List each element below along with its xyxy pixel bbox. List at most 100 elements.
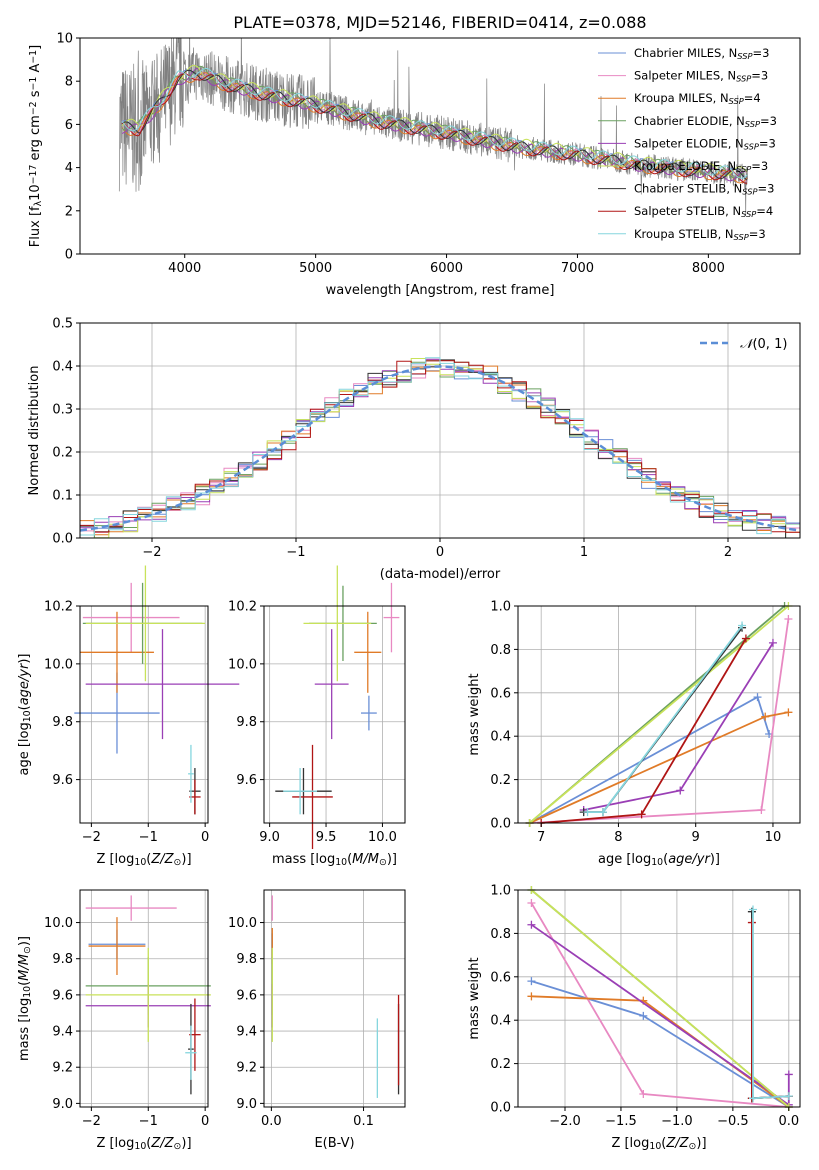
legend-entry-part: =3: [760, 114, 777, 128]
mass-vs-Z-y-label-part: M/M: [17, 954, 32, 981]
spectrum-x-label: wavelength [Angstrom, rest frame]: [326, 283, 555, 298]
legend-entry: Kroupa STELIB, NSSP=3: [634, 227, 766, 242]
mass-weight-vs-Z-x-label: Z [log10(Z/Z⊙)]: [611, 1136, 706, 1152]
mass-vs-Z-y-label-part: 10: [22, 986, 33, 998]
age-vs-Z-y-label-part: )]: [17, 653, 32, 663]
plus-marker: [639, 1089, 648, 1098]
x-tick-label: 7000: [561, 261, 594, 276]
legend-normal-label-part: (0, 1): [752, 337, 787, 352]
age-vs-mass-points: [275, 565, 400, 850]
legend-entry-part: SSP: [734, 231, 749, 241]
age-vs-mass-x-label-part: M/M: [352, 852, 379, 867]
x-tick-label: 9.5: [316, 830, 337, 845]
x-tick-label: 10.0: [368, 830, 397, 845]
mass-vs-Z-y-label: mass [log10(M/M⊙)]: [17, 936, 33, 1061]
figure-title: PLATE=0378, MJD=52146, FIBERID=0414, z=0…: [233, 13, 646, 32]
legend-entry: Chabrier STELIB, NSSP=3: [634, 182, 774, 197]
legend-entry: Chabrier ELODIE, NSSP=3: [634, 114, 777, 129]
x-tick-label: −1: [139, 1114, 158, 1129]
mass-vs-Z-x-label-part: Z/Z: [150, 1136, 174, 1151]
x-tick-label: −2: [142, 545, 161, 560]
legend-entry-part: SSP: [737, 51, 752, 61]
legend-entry-part: =3: [751, 159, 768, 173]
mass-weight-vs-Z-y-label: mass weight: [467, 957, 482, 1039]
plus-marker: [637, 810, 646, 819]
y-tick-label: 10.0: [44, 657, 73, 672]
mass-vs-ebv-points: [271, 895, 400, 1098]
y-tick-label: 9.6: [52, 988, 73, 1003]
age-vs-Z-x-label-part: 10: [134, 857, 146, 868]
model-spectrum-line: [121, 69, 748, 181]
plus-marker: [527, 899, 536, 908]
y-tick-label: 9.2: [52, 1061, 73, 1076]
mass-weight-vs-age-x-label-part: )]: [710, 852, 720, 867]
age-vs-Z-x-label-part: ⊙: [174, 857, 182, 868]
plus-marker: [761, 712, 770, 721]
legend-entry-part: =3: [752, 46, 769, 60]
mass-vs-Z-y-label-part: (: [17, 981, 32, 986]
age-vs-Z-frame: [79, 605, 209, 824]
plus-marker: [757, 805, 766, 814]
spectrum-y-label-part: Flux [f: [28, 206, 43, 247]
spectrum-y-label-part: −17: [28, 165, 39, 185]
model-spectrum-line: [121, 67, 748, 182]
spectrum-plot-area: [118, 38, 748, 216]
x-tick-label: −2.0: [549, 1114, 581, 1129]
legend-entry-part: Kroupa MILES, N: [634, 91, 729, 105]
mass-weight-vs-age-x-label-part: age [log: [598, 852, 651, 867]
y-tick-label: 10.2: [44, 600, 73, 615]
spectrum-y-label-part: 10: [28, 184, 43, 201]
y-tick-label: 0.5: [52, 317, 73, 332]
x-tick-label: −2: [82, 830, 101, 845]
mass-weight-vs-Z-lines: [527, 886, 793, 1111]
y-tick-label: 10.0: [228, 657, 257, 672]
legend-entry-part: SSP: [736, 73, 751, 83]
y-tick-label: 9.2: [236, 1061, 257, 1076]
age-vs-Z-points: [74, 565, 240, 815]
y-tick-label: 0.2: [490, 773, 511, 788]
mass-vs-Z-x-label-part: 10: [134, 1141, 146, 1152]
mass-weight-vs-age-lines: [525, 602, 793, 827]
mass-weight-line: [530, 923, 790, 1107]
legend-entry: Salpeter STELIB, NSSP=4: [634, 204, 773, 219]
y-tick-label: 0.1: [52, 489, 73, 504]
mass-vs-Z-x-label-part: ⊙: [174, 1141, 182, 1152]
age-vs-Z-x-label-part: (: [146, 852, 151, 867]
mass-weight-line: [752, 909, 789, 1100]
legend-entry-part: SSP: [745, 118, 760, 128]
mass-weight-vs-age-frame: [517, 605, 801, 824]
y-tick-label: 6: [65, 118, 73, 133]
spectrum-y-label-part: −1: [28, 50, 39, 64]
model-spectrum-line: [121, 68, 748, 179]
histogram-step: [80, 358, 800, 539]
y-tick-label: 10.0: [228, 916, 257, 931]
spectrum-frame: [79, 37, 801, 255]
plus-marker: [583, 808, 592, 817]
spectrum-y-label-part: s: [28, 90, 43, 101]
y-tick-label: 0.4: [52, 360, 73, 375]
plus-marker: [784, 708, 793, 717]
plus-marker: [527, 992, 536, 1001]
y-tick-label: 10: [56, 32, 73, 47]
mass-weight-vs-Z-x-label-part: 10: [649, 1141, 661, 1152]
histogram-group: [79, 357, 801, 539]
y-tick-label: 9.8: [236, 952, 257, 967]
y-tick-label: 1.0: [490, 884, 511, 899]
x-tick-label: −1.5: [605, 1114, 637, 1129]
mass-vs-Z-x-label-part: )]: [181, 1136, 191, 1151]
spectrum-y-label-part: ]: [28, 45, 43, 50]
residuals-y-label: Normed distribution: [27, 366, 42, 496]
plus-marker: [527, 977, 536, 986]
mass-vs-ebv-x-label-part: E(B-V): [314, 1136, 354, 1151]
grid-layer: [80, 322, 800, 1108]
mass-weight-vs-age-x-label-part: (: [663, 852, 668, 867]
legend-entry-part: Chabrier STELIB, N: [634, 182, 742, 196]
y-tick-label: 9.6: [236, 773, 257, 788]
legend-entry: Kroupa MILES, NSSP=4: [634, 91, 761, 106]
mass-vs-ebv-frame: [263, 889, 406, 1108]
spectrum-y-label-part: −2: [28, 101, 39, 115]
x-tick-label: −1: [139, 830, 158, 845]
plus-marker: [784, 615, 793, 624]
mass-vs-ebv-x-label: E(B-V): [314, 1136, 354, 1151]
y-tick-label: 4: [65, 161, 73, 176]
